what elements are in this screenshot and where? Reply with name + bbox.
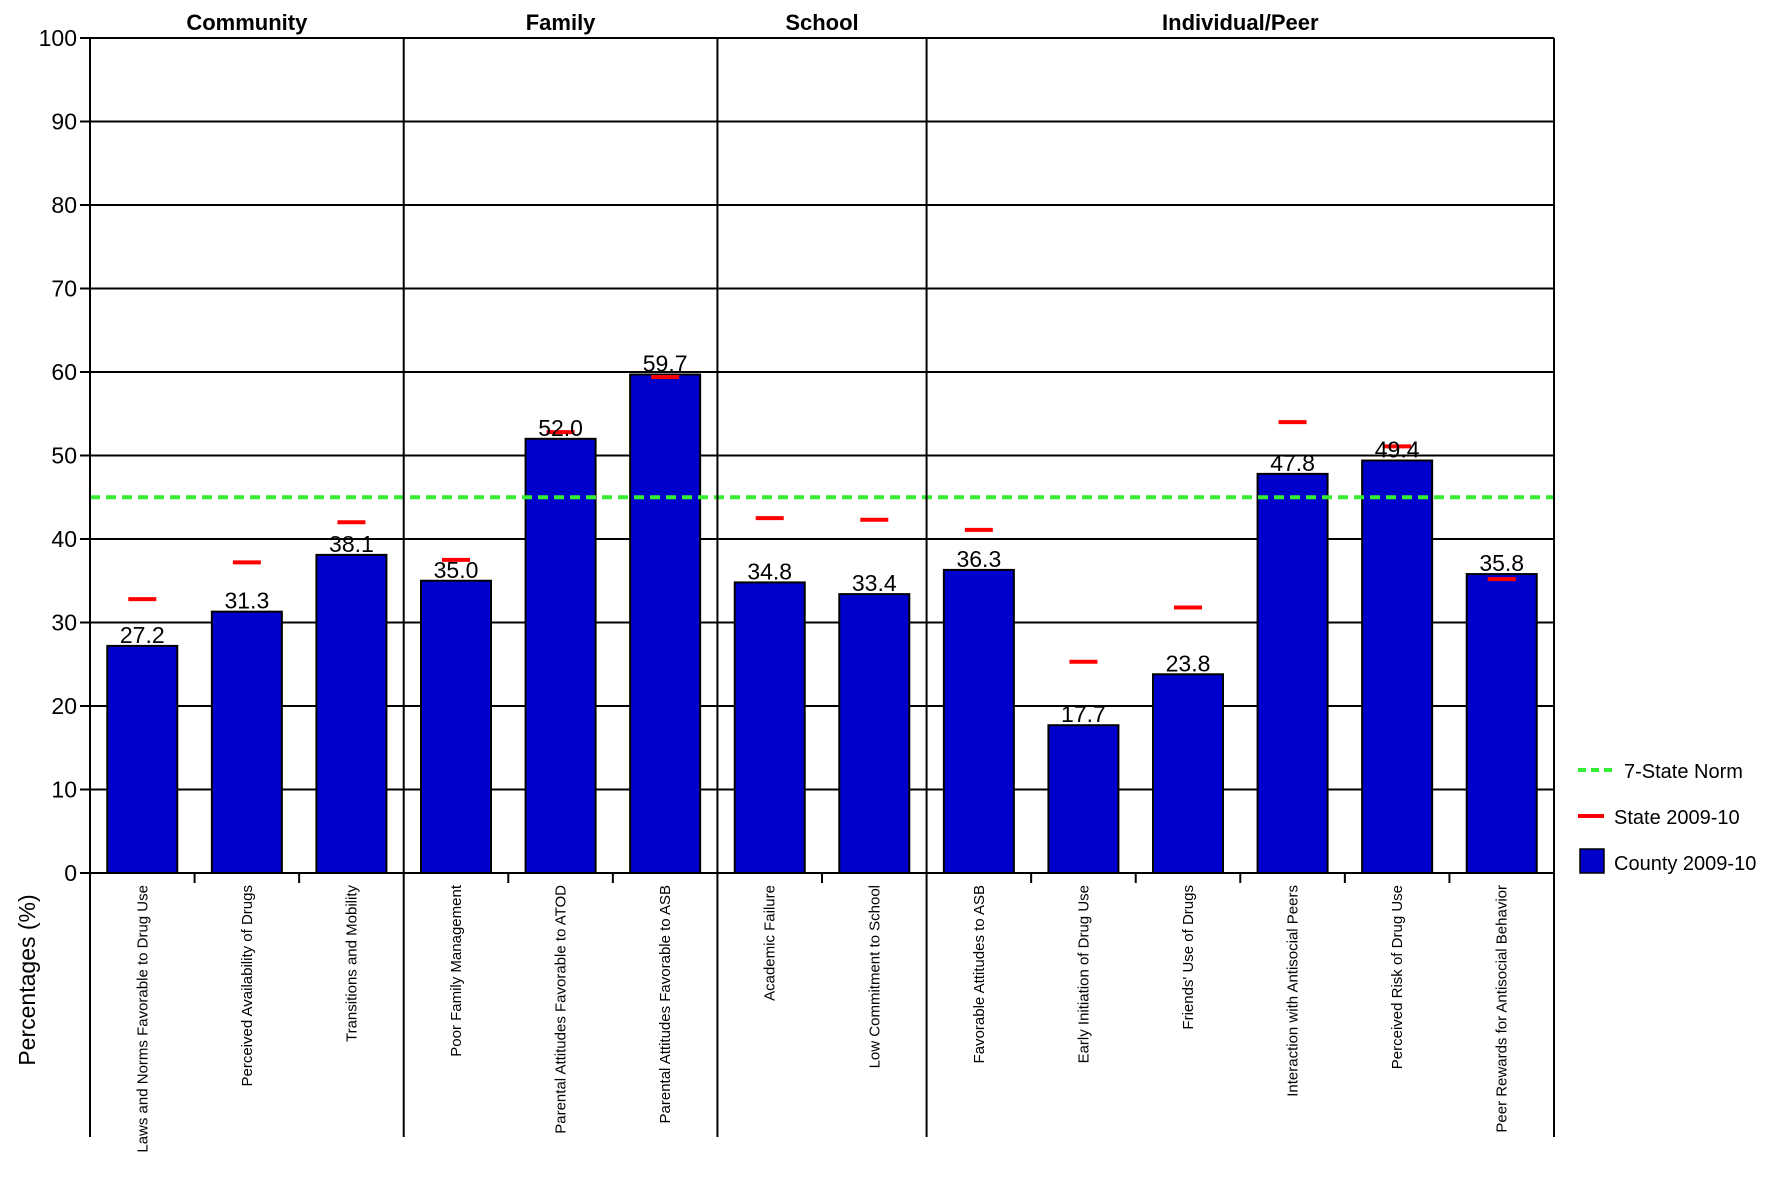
bar-county — [629, 373, 702, 874]
y-tick-label: 40 — [51, 526, 77, 552]
bar-county — [524, 437, 597, 874]
value-label: 31.3 — [224, 588, 269, 614]
y-axis-title: Percentages (%) — [14, 894, 40, 1065]
bar-county — [733, 581, 806, 874]
category-label: Laws and Norms Favorable to Drug Use — [134, 885, 151, 1153]
category-label: Perceived Availability of Drugs — [239, 885, 256, 1087]
category-label: Parental Attitudes Favorable to ASB — [657, 885, 674, 1123]
value-label: 47.8 — [1270, 450, 1315, 476]
value-labels: 27.2 31.3 38.1 35.0 52.0 59.7 34.8 33.4 36.3 17.7… — [120, 351, 1524, 728]
category-label: Early Initiation of Drug Use — [1075, 885, 1092, 1063]
value-label: 34.8 — [747, 558, 792, 584]
bar-county — [1047, 724, 1120, 875]
value-label: 33.4 — [852, 570, 897, 596]
y-tick-label: 0 — [64, 860, 77, 886]
group-title: Family — [526, 10, 596, 35]
value-label: 36.3 — [956, 546, 1001, 572]
value-label: 52.0 — [538, 415, 583, 441]
value-label: 38.1 — [329, 531, 374, 557]
group-title: School — [785, 10, 858, 35]
bar-county — [1152, 673, 1224, 875]
category-label: Parental Attitudes Favorable to ATOD — [553, 885, 570, 1134]
value-label: 17.7 — [1061, 701, 1106, 727]
category-label: Friends' Use of Drugs — [1180, 885, 1197, 1030]
legend-swatch-county — [1579, 848, 1605, 874]
legend-label-norm: 7-State Norm — [1624, 761, 1743, 783]
legend-label-state: State 2009-10 — [1614, 807, 1740, 829]
group-title: Individual/Peer — [1162, 10, 1319, 35]
category-label: Transitions and Mobility — [343, 885, 360, 1043]
y-tick-label: 90 — [51, 109, 77, 135]
category-label: Low Commitment to School — [866, 885, 883, 1068]
state-markers — [128, 375, 1516, 664]
value-label: 23.8 — [1166, 650, 1211, 676]
bar-county — [210, 610, 283, 875]
value-label: 27.2 — [120, 622, 165, 648]
y-tick-label: 100 — [39, 25, 77, 51]
y-tick-label: 50 — [51, 443, 77, 469]
bar-county — [106, 644, 179, 874]
legend-label-county: County 2009-10 — [1614, 853, 1756, 875]
bar-county — [1361, 459, 1434, 874]
category-label: Academic Failure — [762, 885, 779, 1001]
axes: 0 10 20 30 40 50 60 70 80 90 100 Community Family Sch… — [39, 10, 1555, 1153]
y-tick-label: 20 — [51, 693, 77, 719]
grid — [90, 37, 1554, 874]
y-tick-label: 10 — [51, 777, 77, 803]
value-label: 35.0 — [434, 557, 479, 583]
y-tick-label: 80 — [51, 192, 77, 218]
legend: 7-State Norm State 2009-10 County 2009-1… — [1578, 761, 1756, 875]
category-label: Poor Family Management — [448, 884, 465, 1057]
bar-county — [420, 579, 492, 874]
bars — [106, 373, 1538, 875]
bar-county — [942, 568, 1015, 875]
bar-county — [1465, 573, 1538, 874]
bar-county — [315, 553, 388, 874]
bar-county — [1256, 472, 1329, 874]
bar-county — [838, 593, 911, 874]
y-tick-label: 30 — [51, 610, 77, 636]
category-label: Peer Rewards for Antisocial Behavior — [1494, 885, 1511, 1133]
y-tick-label: 70 — [51, 276, 77, 302]
value-label: 49.4 — [1375, 437, 1420, 463]
category-label: Perceived Risk of Drug Use — [1389, 885, 1406, 1069]
category-label: Interaction with Antisocial Peers — [1285, 885, 1302, 1097]
y-tick-label: 60 — [51, 359, 77, 385]
value-label: 59.7 — [643, 351, 688, 377]
value-label: 35.8 — [1479, 550, 1524, 576]
category-label: Favorable Attitudes to ASB — [971, 885, 988, 1063]
group-title: Community — [186, 10, 308, 35]
